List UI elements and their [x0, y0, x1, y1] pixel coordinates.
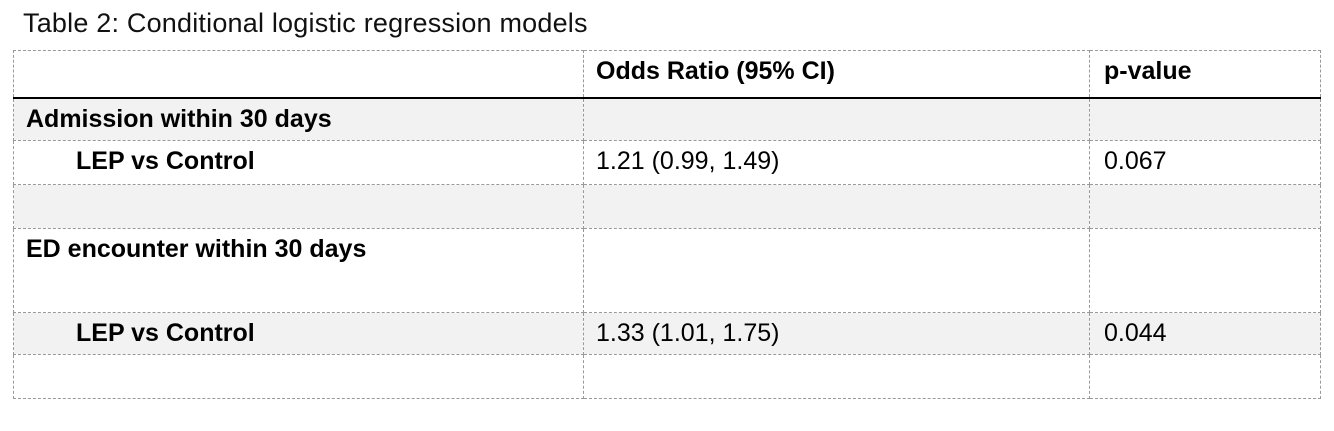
section-label-admission: Admission within 30 days — [13, 97, 584, 141]
table-header-row: Odds Ratio (95% CI) p-value — [13, 50, 1321, 99]
odds-ratio-cell: 1.21 (0.99, 1.49) — [583, 140, 1090, 185]
p-value-cell: 0.067 — [1089, 140, 1321, 185]
comparison-label-lep-vs-control: LEP vs Control — [13, 140, 584, 185]
odds-ratio-cell: 1.33 (1.01, 1.75) — [583, 312, 1090, 355]
empty-cell — [583, 354, 1090, 399]
empty-cell — [13, 354, 584, 399]
header-cell-odds-ratio: Odds Ratio (95% CI) — [583, 50, 1090, 99]
p-value-cell: 0.044 — [1089, 312, 1321, 355]
p-value-cell — [1089, 97, 1321, 141]
empty-cell — [13, 184, 584, 229]
section-label-ed-encounter: ED encounter within 30 days — [13, 228, 584, 313]
regression-results-table: Odds Ratio (95% CI) p-value Admission wi… — [13, 50, 1321, 399]
header-cell-empty — [13, 50, 584, 99]
empty-cell — [1089, 354, 1321, 399]
table-caption: Table 2: Conditional logistic regression… — [23, 8, 588, 38]
table-row-ed-lep-vs-control: LEP vs Control 1.33 (1.01, 1.75) 0.044 — [13, 312, 1321, 355]
odds-ratio-cell — [583, 97, 1090, 141]
table-row-admission-section: Admission within 30 days — [13, 97, 1321, 141]
empty-cell — [583, 184, 1090, 229]
comparison-label-lep-vs-control: LEP vs Control — [13, 312, 584, 355]
table-row-admission-lep-vs-control: LEP vs Control 1.21 (0.99, 1.49) 0.067 — [13, 140, 1321, 185]
p-value-cell — [1089, 228, 1321, 313]
empty-cell — [1089, 184, 1321, 229]
table-row-spacer — [13, 354, 1321, 399]
odds-ratio-cell — [583, 228, 1090, 313]
table-row-ed-encounter-section: ED encounter within 30 days — [13, 228, 1321, 313]
header-cell-p-value: p-value — [1089, 50, 1321, 99]
table-row-spacer — [13, 184, 1321, 229]
